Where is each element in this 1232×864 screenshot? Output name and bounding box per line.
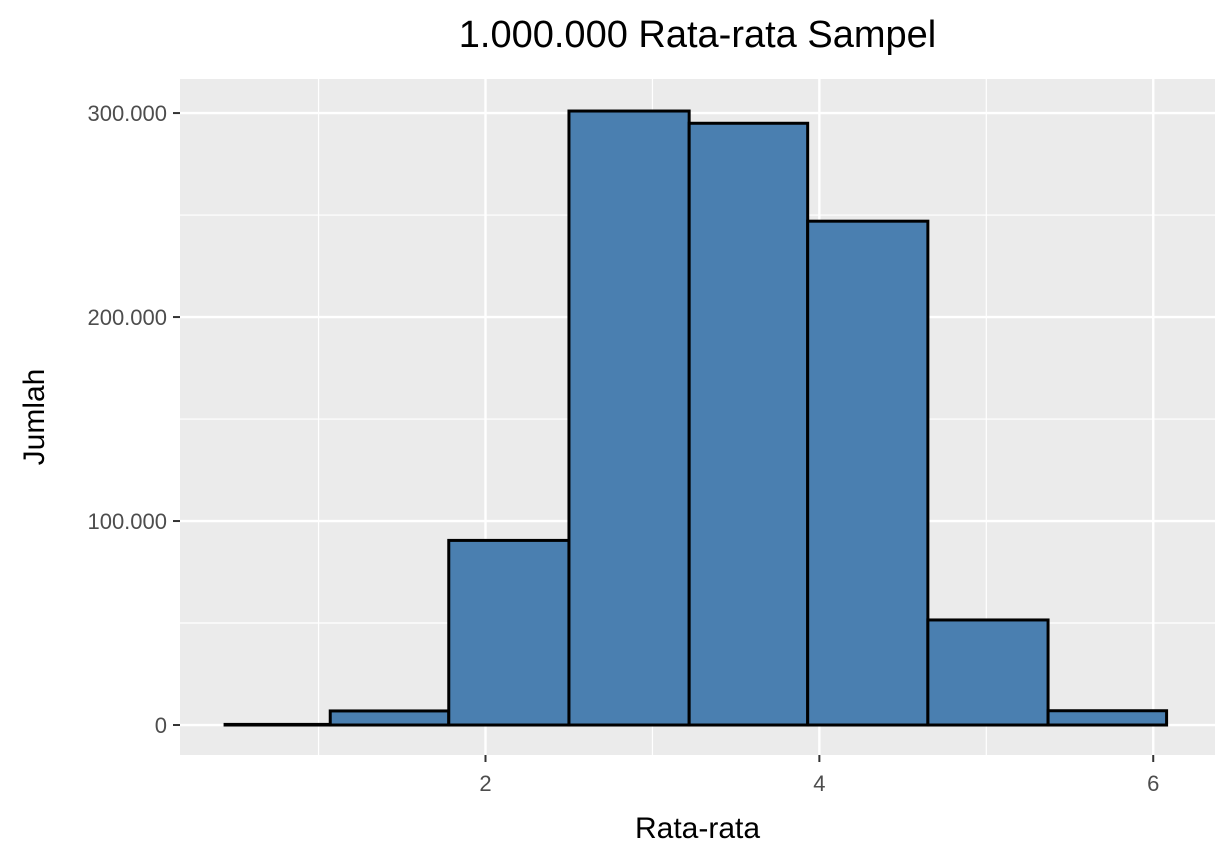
histogram-bar [926, 618, 1050, 727]
y-axis-title: Jumlah [18, 369, 51, 466]
histogram-bars [223, 109, 1169, 727]
x-tick-label: 6 [1147, 771, 1159, 796]
chart-title: 1.000.000 Rata-rata Sampel [458, 14, 937, 56]
x-axis: 2 4 6 [479, 755, 1159, 796]
histogram-bar [687, 121, 810, 727]
y-tick-label: 100.000 [87, 509, 167, 534]
y-axis: 0 100.000 200.000 300.000 [87, 101, 180, 738]
histogram-bar [328, 709, 451, 727]
y-tick-label: 200.000 [87, 305, 167, 330]
histogram-bar [1046, 709, 1169, 727]
histogram-bar [806, 219, 930, 727]
y-tick-label: 300.000 [87, 101, 167, 126]
x-axis-title: Rata-rata [635, 812, 760, 845]
histogram-bar [223, 722, 332, 727]
histogram-bar [447, 538, 571, 727]
x-tick-label: 2 [479, 771, 491, 796]
x-tick-label: 4 [813, 771, 825, 796]
histogram-bar [567, 109, 691, 727]
y-tick-label: 0 [155, 713, 167, 738]
